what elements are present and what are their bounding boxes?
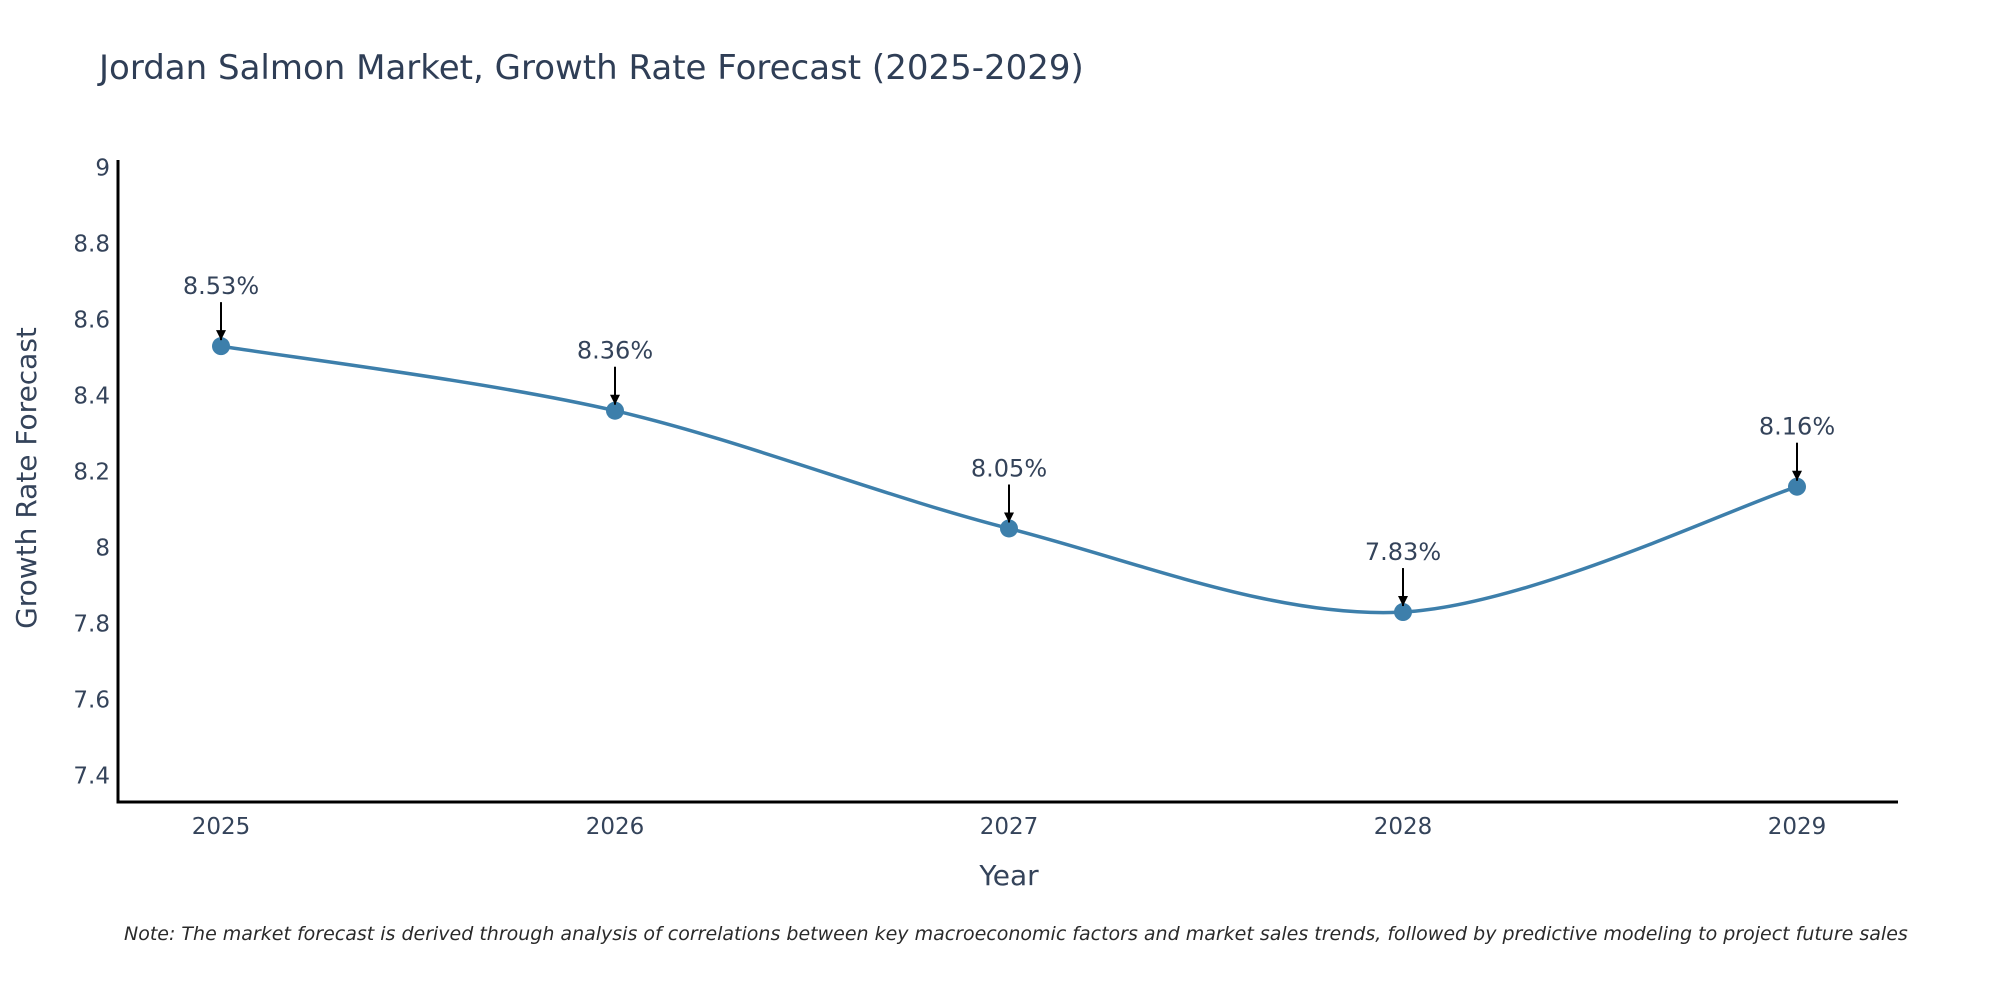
data-point bbox=[606, 401, 624, 420]
y-tick-label: 8.8 bbox=[73, 232, 110, 258]
y-axis-title: Growth Rate Forecast bbox=[10, 327, 43, 629]
data-point bbox=[1788, 477, 1806, 496]
data-point bbox=[1394, 603, 1412, 622]
data-label: 8.36% bbox=[577, 337, 653, 365]
data-point bbox=[212, 337, 230, 356]
y-tick-label: 8.4 bbox=[73, 384, 110, 410]
y-tick-label: 8.2 bbox=[73, 460, 110, 486]
chart-title: Jordan Salmon Market, Growth Rate Foreca… bbox=[97, 48, 1084, 88]
y-tick-label: 8 bbox=[95, 535, 110, 561]
x-tick-label: 2029 bbox=[1768, 814, 1827, 840]
plot-area: 7.4 7.6 7.8 8 8.2 8.4 8.6 8.8 9 2025 2026 2027 2028 2… bbox=[73, 156, 1835, 840]
y-tick-label: 8.6 bbox=[73, 308, 110, 334]
data-point bbox=[1000, 519, 1018, 538]
y-tick-label: 9 bbox=[95, 156, 110, 182]
y-tick-label: 7.4 bbox=[73, 763, 110, 789]
y-tick-label: 7.8 bbox=[73, 611, 110, 637]
x-tick-label: 2027 bbox=[980, 814, 1039, 840]
x-tick-label: 2025 bbox=[192, 814, 251, 840]
y-tick-label: 7.6 bbox=[73, 687, 110, 713]
x-tick-label: 2026 bbox=[586, 814, 645, 840]
data-label: 7.83% bbox=[1365, 538, 1441, 566]
data-label: 8.16% bbox=[1759, 413, 1835, 441]
chart-note: Note: The market forecast is derived thr… bbox=[124, 923, 1908, 945]
x-tick-label: 2028 bbox=[1374, 814, 1433, 840]
data-label: 8.05% bbox=[971, 454, 1047, 482]
x-axis-title: Year bbox=[978, 859, 1039, 892]
data-label: 8.53% bbox=[183, 272, 259, 300]
